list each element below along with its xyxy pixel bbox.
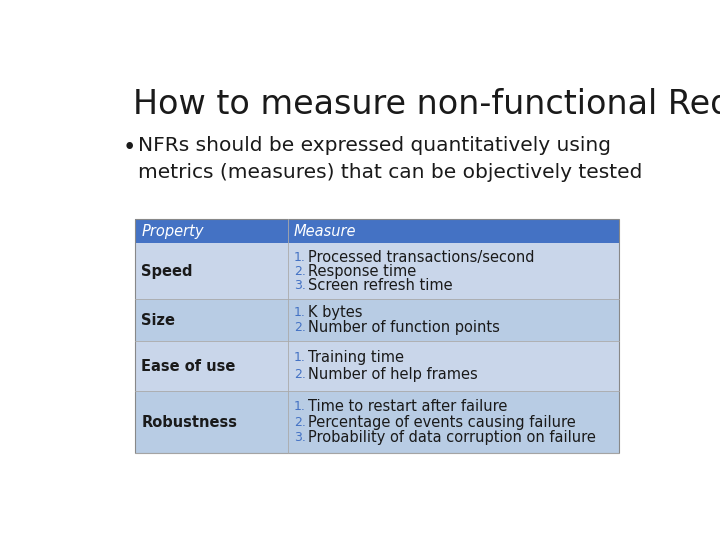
Text: Processed transactions/second: Processed transactions/second xyxy=(307,250,534,265)
Text: 2.: 2. xyxy=(294,321,306,334)
Text: Speed: Speed xyxy=(141,264,193,279)
Text: Size: Size xyxy=(141,313,175,328)
Text: •: • xyxy=(122,136,136,159)
Text: K bytes: K bytes xyxy=(307,306,362,321)
FancyBboxPatch shape xyxy=(135,219,618,244)
Text: Percentage of events causing failure: Percentage of events causing failure xyxy=(307,415,575,430)
Text: Robustness: Robustness xyxy=(141,415,237,430)
Text: NFRs should be expressed quantitatively using
metrics (measures) that can be obj: NFRs should be expressed quantitatively … xyxy=(138,136,642,182)
Text: 2.: 2. xyxy=(294,368,306,381)
Text: Number of help frames: Number of help frames xyxy=(307,367,477,382)
Text: 1.: 1. xyxy=(294,251,306,264)
Text: Time to restart after failure: Time to restart after failure xyxy=(307,399,507,414)
Text: How to measure non-functional Reqs: How to measure non-functional Reqs xyxy=(132,88,720,121)
Text: 3.: 3. xyxy=(294,279,306,292)
Text: 1.: 1. xyxy=(294,400,306,413)
FancyBboxPatch shape xyxy=(135,244,618,299)
Text: 2.: 2. xyxy=(294,265,306,278)
Text: Training time: Training time xyxy=(307,350,404,366)
FancyBboxPatch shape xyxy=(135,392,618,453)
FancyBboxPatch shape xyxy=(135,341,618,392)
Text: 2.: 2. xyxy=(294,416,306,429)
Text: Ease of use: Ease of use xyxy=(141,359,235,374)
Text: Property: Property xyxy=(141,224,204,239)
Text: Probability of data corruption on failure: Probability of data corruption on failur… xyxy=(307,430,595,445)
Text: 3.: 3. xyxy=(294,431,306,444)
Text: Screen refresh time: Screen refresh time xyxy=(307,278,452,293)
Text: Measure: Measure xyxy=(294,224,356,239)
Text: Number of function points: Number of function points xyxy=(307,320,500,335)
Text: 1.: 1. xyxy=(294,307,306,320)
Text: Response time: Response time xyxy=(307,264,416,279)
Text: 1.: 1. xyxy=(294,352,306,365)
FancyBboxPatch shape xyxy=(135,299,618,341)
